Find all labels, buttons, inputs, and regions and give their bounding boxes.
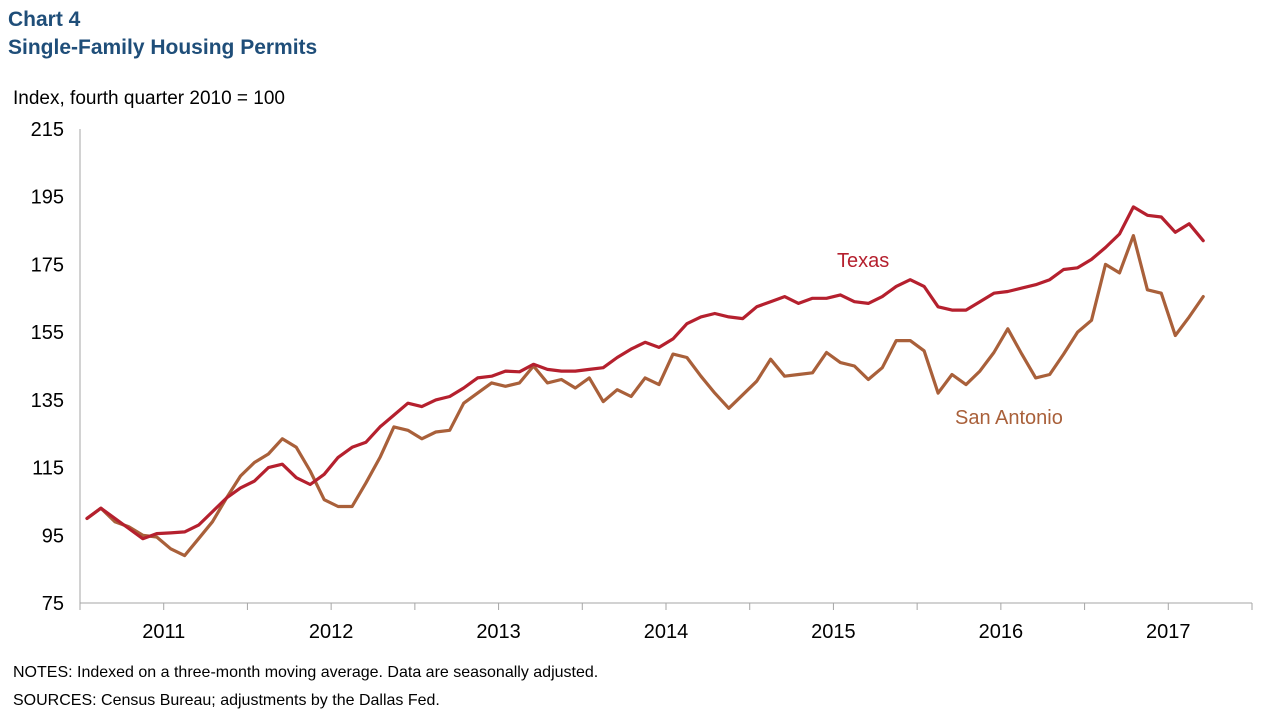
y-tick-label: 75 <box>42 593 64 615</box>
x-tick-label: 2011 <box>142 621 185 643</box>
x-tick-label: 2017 <box>1146 621 1191 643</box>
chart-number: Chart 4 <box>8 8 81 31</box>
texas-series-label: Texas <box>837 250 889 272</box>
notes-text: NOTES: Indexed on a three-month moving a… <box>13 664 599 681</box>
y-tick-label: 195 <box>31 187 64 209</box>
x-tick-label: 2016 <box>979 621 1024 643</box>
y-tick-label: 155 <box>31 322 64 344</box>
title-block: Chart 4 Single-Family Housing Permits <box>8 6 317 62</box>
series-layer <box>85 205 1205 558</box>
x-axis: 2011 2012 2013 2014 2015 2016 2017 <box>79 602 1253 643</box>
y-tick-label: 175 <box>31 254 64 276</box>
y-axis: 75 95 115 135 155 175 195 215 <box>31 119 81 615</box>
y-tick-label: 215 <box>31 119 64 141</box>
x-tick-label: 2013 <box>476 621 521 643</box>
san-antonio-series-line <box>85 234 1205 558</box>
chart-title: Single-Family Housing Permits <box>8 36 318 59</box>
texas-series-line <box>85 205 1205 541</box>
x-tick-label: 2014 <box>644 621 689 643</box>
x-tick-label: 2012 <box>309 621 354 643</box>
sources-text: SOURCES: Census Bureau; adjustments by t… <box>13 692 440 709</box>
y-axis-label: Index, fourth quarter 2010 = 100 <box>13 88 285 109</box>
y-tick-label: 135 <box>31 390 64 412</box>
san-antonio-series-label: San Antonio <box>955 407 1063 429</box>
x-tick-label: 2015 <box>811 621 856 643</box>
y-tick-label: 95 <box>42 525 64 547</box>
y-tick-label: 115 <box>32 458 64 480</box>
